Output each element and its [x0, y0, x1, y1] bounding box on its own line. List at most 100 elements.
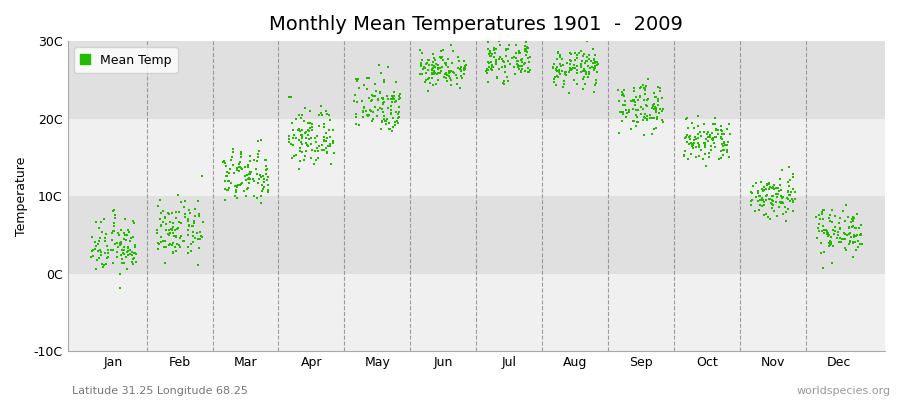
Point	[563, 56, 578, 63]
Point	[454, 67, 469, 74]
Point	[786, 199, 800, 205]
Point	[694, 147, 708, 154]
Point	[842, 224, 856, 231]
Point	[851, 244, 866, 250]
Point	[570, 62, 584, 69]
Point	[582, 71, 597, 77]
Point	[324, 161, 338, 167]
Point	[840, 232, 854, 239]
Point	[521, 69, 535, 76]
Point	[844, 234, 859, 240]
Point	[243, 153, 257, 159]
Point	[457, 65, 472, 72]
Point	[612, 109, 626, 116]
Point	[322, 117, 337, 124]
Point	[691, 142, 706, 148]
Point	[822, 231, 836, 238]
Point	[167, 244, 182, 250]
Point	[816, 248, 831, 255]
Point	[455, 75, 470, 82]
Point	[751, 198, 765, 205]
Point	[158, 259, 173, 266]
Point	[186, 220, 201, 226]
Point	[387, 93, 401, 100]
Point	[587, 65, 601, 72]
Point	[580, 58, 594, 64]
Point	[241, 185, 256, 191]
Point	[99, 261, 113, 268]
Point	[692, 144, 706, 150]
Point	[119, 254, 133, 260]
Point	[122, 238, 137, 244]
Point	[501, 46, 516, 52]
Point	[822, 239, 836, 246]
Point	[302, 125, 317, 131]
Point	[553, 71, 567, 78]
Point	[358, 108, 373, 114]
Point	[356, 108, 371, 114]
Point	[303, 108, 318, 114]
Point	[759, 211, 773, 217]
Point	[383, 110, 398, 117]
Point	[588, 52, 602, 58]
Point	[770, 190, 784, 197]
Point	[491, 38, 506, 44]
Point	[441, 70, 455, 76]
Point	[762, 184, 777, 190]
Point	[786, 171, 800, 177]
Point	[518, 43, 533, 50]
Point	[320, 135, 335, 141]
Point	[321, 112, 336, 118]
Point	[85, 234, 99, 240]
Point	[697, 129, 711, 136]
Point	[154, 210, 168, 217]
Point	[221, 187, 236, 193]
Point	[320, 150, 334, 157]
Point	[522, 68, 536, 75]
Point	[562, 90, 576, 96]
Point	[773, 199, 788, 205]
Point	[361, 113, 375, 120]
Point	[518, 46, 532, 52]
Point	[640, 113, 654, 119]
Point	[294, 135, 309, 142]
Point	[285, 154, 300, 161]
Point	[250, 158, 265, 164]
Point	[821, 230, 835, 236]
Point	[233, 150, 248, 157]
Point	[126, 260, 140, 267]
Point	[122, 247, 137, 254]
Point	[568, 56, 582, 63]
Point	[449, 81, 464, 87]
Point	[838, 218, 852, 224]
Point	[521, 65, 535, 71]
Point	[239, 186, 254, 192]
Point	[375, 95, 390, 102]
Point	[194, 233, 208, 240]
Point	[368, 92, 382, 99]
Point	[240, 164, 255, 170]
Point	[171, 225, 185, 232]
Point	[555, 84, 570, 90]
Point	[168, 248, 183, 254]
Point	[511, 49, 526, 56]
Point	[816, 223, 831, 230]
Point	[577, 74, 591, 80]
Point	[575, 76, 590, 82]
Point	[716, 152, 730, 158]
Point	[781, 183, 796, 190]
Point	[765, 193, 779, 199]
Point	[444, 77, 458, 83]
Point	[507, 63, 521, 70]
Point	[568, 65, 582, 72]
Point	[698, 135, 713, 142]
Point	[309, 156, 323, 163]
Point	[706, 137, 721, 143]
Point	[835, 208, 850, 214]
Point	[498, 63, 512, 69]
Point	[382, 126, 397, 133]
Point	[317, 124, 331, 130]
Point	[567, 77, 581, 84]
Point	[683, 140, 698, 147]
Point	[299, 140, 313, 146]
